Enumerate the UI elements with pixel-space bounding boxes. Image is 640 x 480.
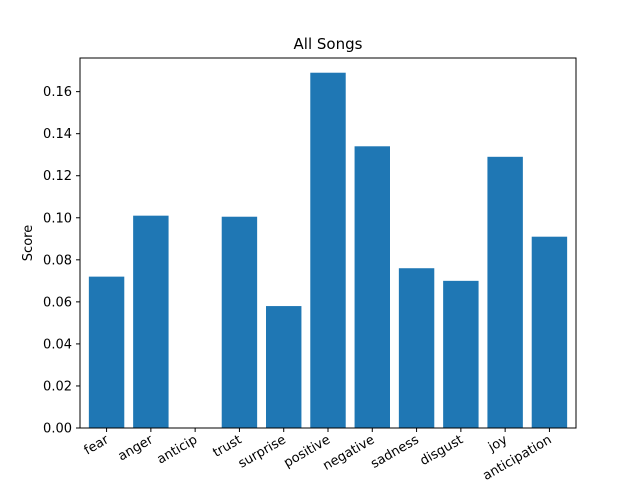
bar-disgust [443,280,479,428]
bar-joy [487,156,523,428]
bars-group [88,72,568,428]
y-tick-label: 0.16 [43,85,72,100]
chart-title: All Songs [294,35,363,53]
bar-sadness [398,268,435,428]
x-tick-label-joy: joy [485,432,510,455]
y-tick-label: 0.10 [43,211,72,226]
y-tick-label: 0.12 [43,169,72,184]
bar-fear [88,276,125,428]
y-tick-label: 0.04 [43,337,72,352]
y-axis-label: Score [21,225,36,261]
y-tick-label: 0.06 [43,295,72,310]
y-axis: 0.00 0.02 0.04 0.06 0.08 0.10 0.12 0.14 0.16 [43,85,80,437]
x-tick-label-anger: anger [116,432,157,464]
y-tick-label: 0.08 [43,253,72,268]
x-tick-label-surprise: surprise [236,432,289,471]
x-tick-label-sadness: sadness [368,432,421,471]
bar-positive [310,72,346,428]
y-tick-label: 0.00 [43,422,72,437]
x-tick-label-fear: fear [82,432,112,458]
x-tick-label-disgust: disgust [418,432,466,468]
bar-anger [133,215,169,428]
bar-negative [354,146,390,428]
y-tick-label: 0.14 [43,127,72,142]
plot-frame [79,57,577,429]
bar-anticipation [531,236,568,428]
bar-surprise [266,306,302,428]
y-tick-label: 0.02 [43,379,72,394]
bar-trust [221,216,258,428]
x-tick-label-anticip: anticip [155,432,201,467]
